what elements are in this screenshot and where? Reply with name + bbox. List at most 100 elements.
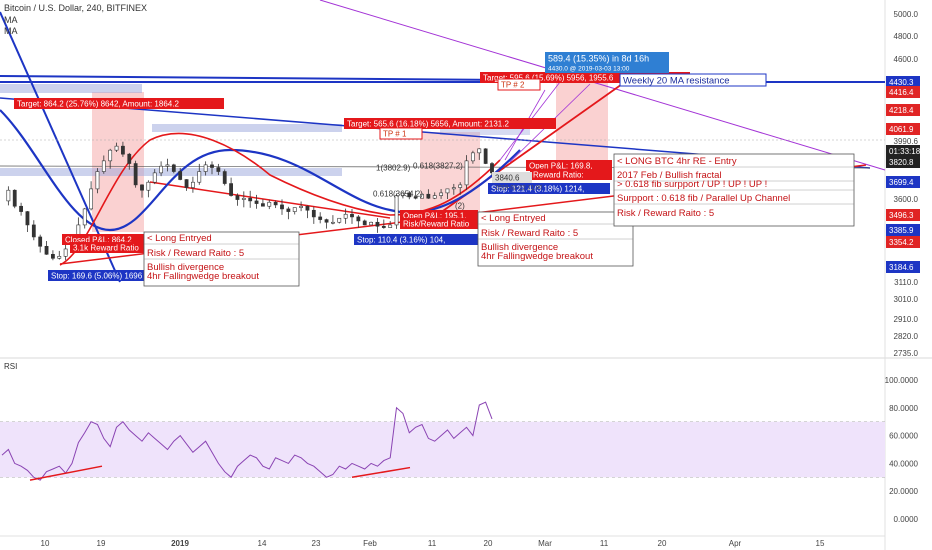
rsi-tick-label: 0.0000	[894, 515, 919, 524]
candle-body	[222, 171, 227, 184]
candle-body	[464, 160, 469, 186]
label-bg-tp2	[497, 78, 541, 91]
note-line-note2: Risk / Reward Raito : 5	[481, 228, 578, 239]
label-bg-cross	[492, 172, 532, 183]
axis-tag-bg	[886, 145, 920, 157]
zone-mid-1	[0, 168, 342, 176]
y-tick-label: 3600.0	[894, 195, 919, 204]
label-bg-tp1	[379, 127, 423, 140]
y-tick-label: 3110.0	[894, 278, 918, 287]
label-fib1: 1(3802.9)	[376, 164, 411, 173]
label-bg-stop1	[48, 270, 148, 281]
candle-body	[12, 189, 17, 207]
label-bg-w20	[619, 73, 767, 87]
candle-body	[31, 224, 36, 238]
label-bg-open2	[526, 160, 612, 171]
label-crossdate: 2019-02-22 21:00	[495, 186, 543, 192]
note-line-note1: 4hr Fallingwedge breakout	[147, 271, 259, 282]
x-tick-label: 19	[97, 539, 106, 548]
axis-tag-text: 3496.3	[889, 211, 914, 220]
label-stop2: Stop: 110.4 (3.16%) 104,	[357, 236, 445, 245]
candle-body	[273, 201, 278, 206]
axis-tag-bg	[886, 261, 920, 273]
candle-body	[178, 171, 183, 180]
axis-tag-text: 3820.8	[889, 158, 914, 167]
candle-body	[337, 217, 342, 223]
candle-body	[432, 195, 437, 199]
candle-body	[407, 192, 412, 198]
label-w2: (2)	[455, 202, 465, 211]
candle-body	[356, 216, 361, 222]
candle-body	[343, 213, 348, 219]
candle-body	[51, 254, 55, 259]
label-meas: 589.4 (15.35%) in 8d 16h	[548, 54, 649, 64]
zone-tp1	[440, 128, 530, 135]
x-tick-label: Apr	[729, 539, 742, 548]
label-bg-tgt3	[480, 72, 690, 83]
label-meas_sub: 4430.0 @ 2019-03-03 13:00	[548, 66, 630, 73]
label-rr2: Risk/Reward Ratio	[403, 220, 470, 229]
rsi-divergence-2	[351, 466, 411, 479]
x-tick-label: 14	[258, 539, 267, 548]
label-bg-meas	[545, 52, 669, 64]
x-tick-label: 2019	[171, 539, 189, 548]
label-bg-tgt1	[14, 98, 224, 109]
note-line-note3: > 0.618 fib surpport / UP ! UP ! UP !	[617, 179, 767, 190]
candle-body	[445, 188, 450, 194]
y-tick-label: 5000.0	[894, 10, 919, 19]
candle-body	[305, 205, 310, 211]
candle-body	[483, 148, 488, 164]
candle-body	[375, 221, 380, 227]
symbol-title: Bitcoin / U.S. Dollar, 240, BITFINEX	[4, 3, 148, 13]
axis-tag-text: 3184.6	[889, 263, 914, 272]
candle-body	[254, 200, 259, 204]
candle-body	[426, 193, 431, 199]
rsi-tick-label: 60.0000	[889, 432, 918, 441]
candle-body	[25, 211, 30, 226]
x-tick-label: 11	[428, 539, 437, 548]
candle-body	[451, 187, 456, 190]
label-cross: 3840.6	[495, 174, 520, 183]
note-line-note2: < Long Entryed	[481, 213, 546, 224]
candle-body	[350, 213, 354, 218]
candle-body	[331, 221, 335, 224]
candle-body	[57, 256, 62, 259]
candle-body	[82, 208, 87, 226]
x-tick-label: 20	[658, 539, 667, 548]
candle-body	[44, 245, 49, 255]
candle-body	[394, 195, 399, 226]
note-line-note2: Bullish divergence	[481, 242, 558, 253]
purple-fan-line	[319, 0, 886, 171]
axis-tag-bg	[886, 224, 920, 236]
candle-body	[311, 209, 316, 218]
label-rr1: 3.1k Reward Ratio	[73, 244, 139, 253]
axis-tag-bg	[886, 236, 920, 248]
x-tick-label: Mar	[538, 539, 552, 548]
rsi-band	[0, 421, 885, 478]
axis-tag-bg	[886, 76, 920, 88]
rsi-title: RSI	[4, 362, 17, 371]
rsi-tick-label: 20.0000	[889, 487, 918, 496]
y-tick-label: 3990.6	[894, 137, 919, 146]
label-open2: Open P&L: 169.8,	[529, 162, 593, 171]
axis-tag-bg	[886, 123, 920, 135]
candle-body	[89, 188, 93, 210]
ma-legend-1: MA	[4, 15, 18, 25]
candle-body	[248, 197, 253, 202]
label-stop1: Stop: 169.6 (5.06%) 1696	[51, 272, 143, 281]
label-tp1: TP # 1	[383, 130, 407, 139]
candle-body	[171, 164, 176, 172]
candle-body	[318, 216, 323, 220]
label-fib3: 0.618(3654.2)	[373, 190, 423, 199]
note-line-note1: Risk / Reward Raito : 5	[147, 248, 244, 259]
candle-body	[369, 221, 373, 226]
label-close1: Closed P&L: 864.2	[65, 236, 132, 245]
candle-body	[191, 181, 195, 188]
rsi-tick-label: 40.0000	[889, 459, 918, 468]
candle-body	[95, 171, 100, 190]
x-tick-label: Feb	[363, 539, 377, 548]
candle-body	[420, 193, 424, 199]
candle-body	[152, 172, 157, 183]
note-line-note3: Risk / Reward Raito : 5	[617, 208, 714, 219]
